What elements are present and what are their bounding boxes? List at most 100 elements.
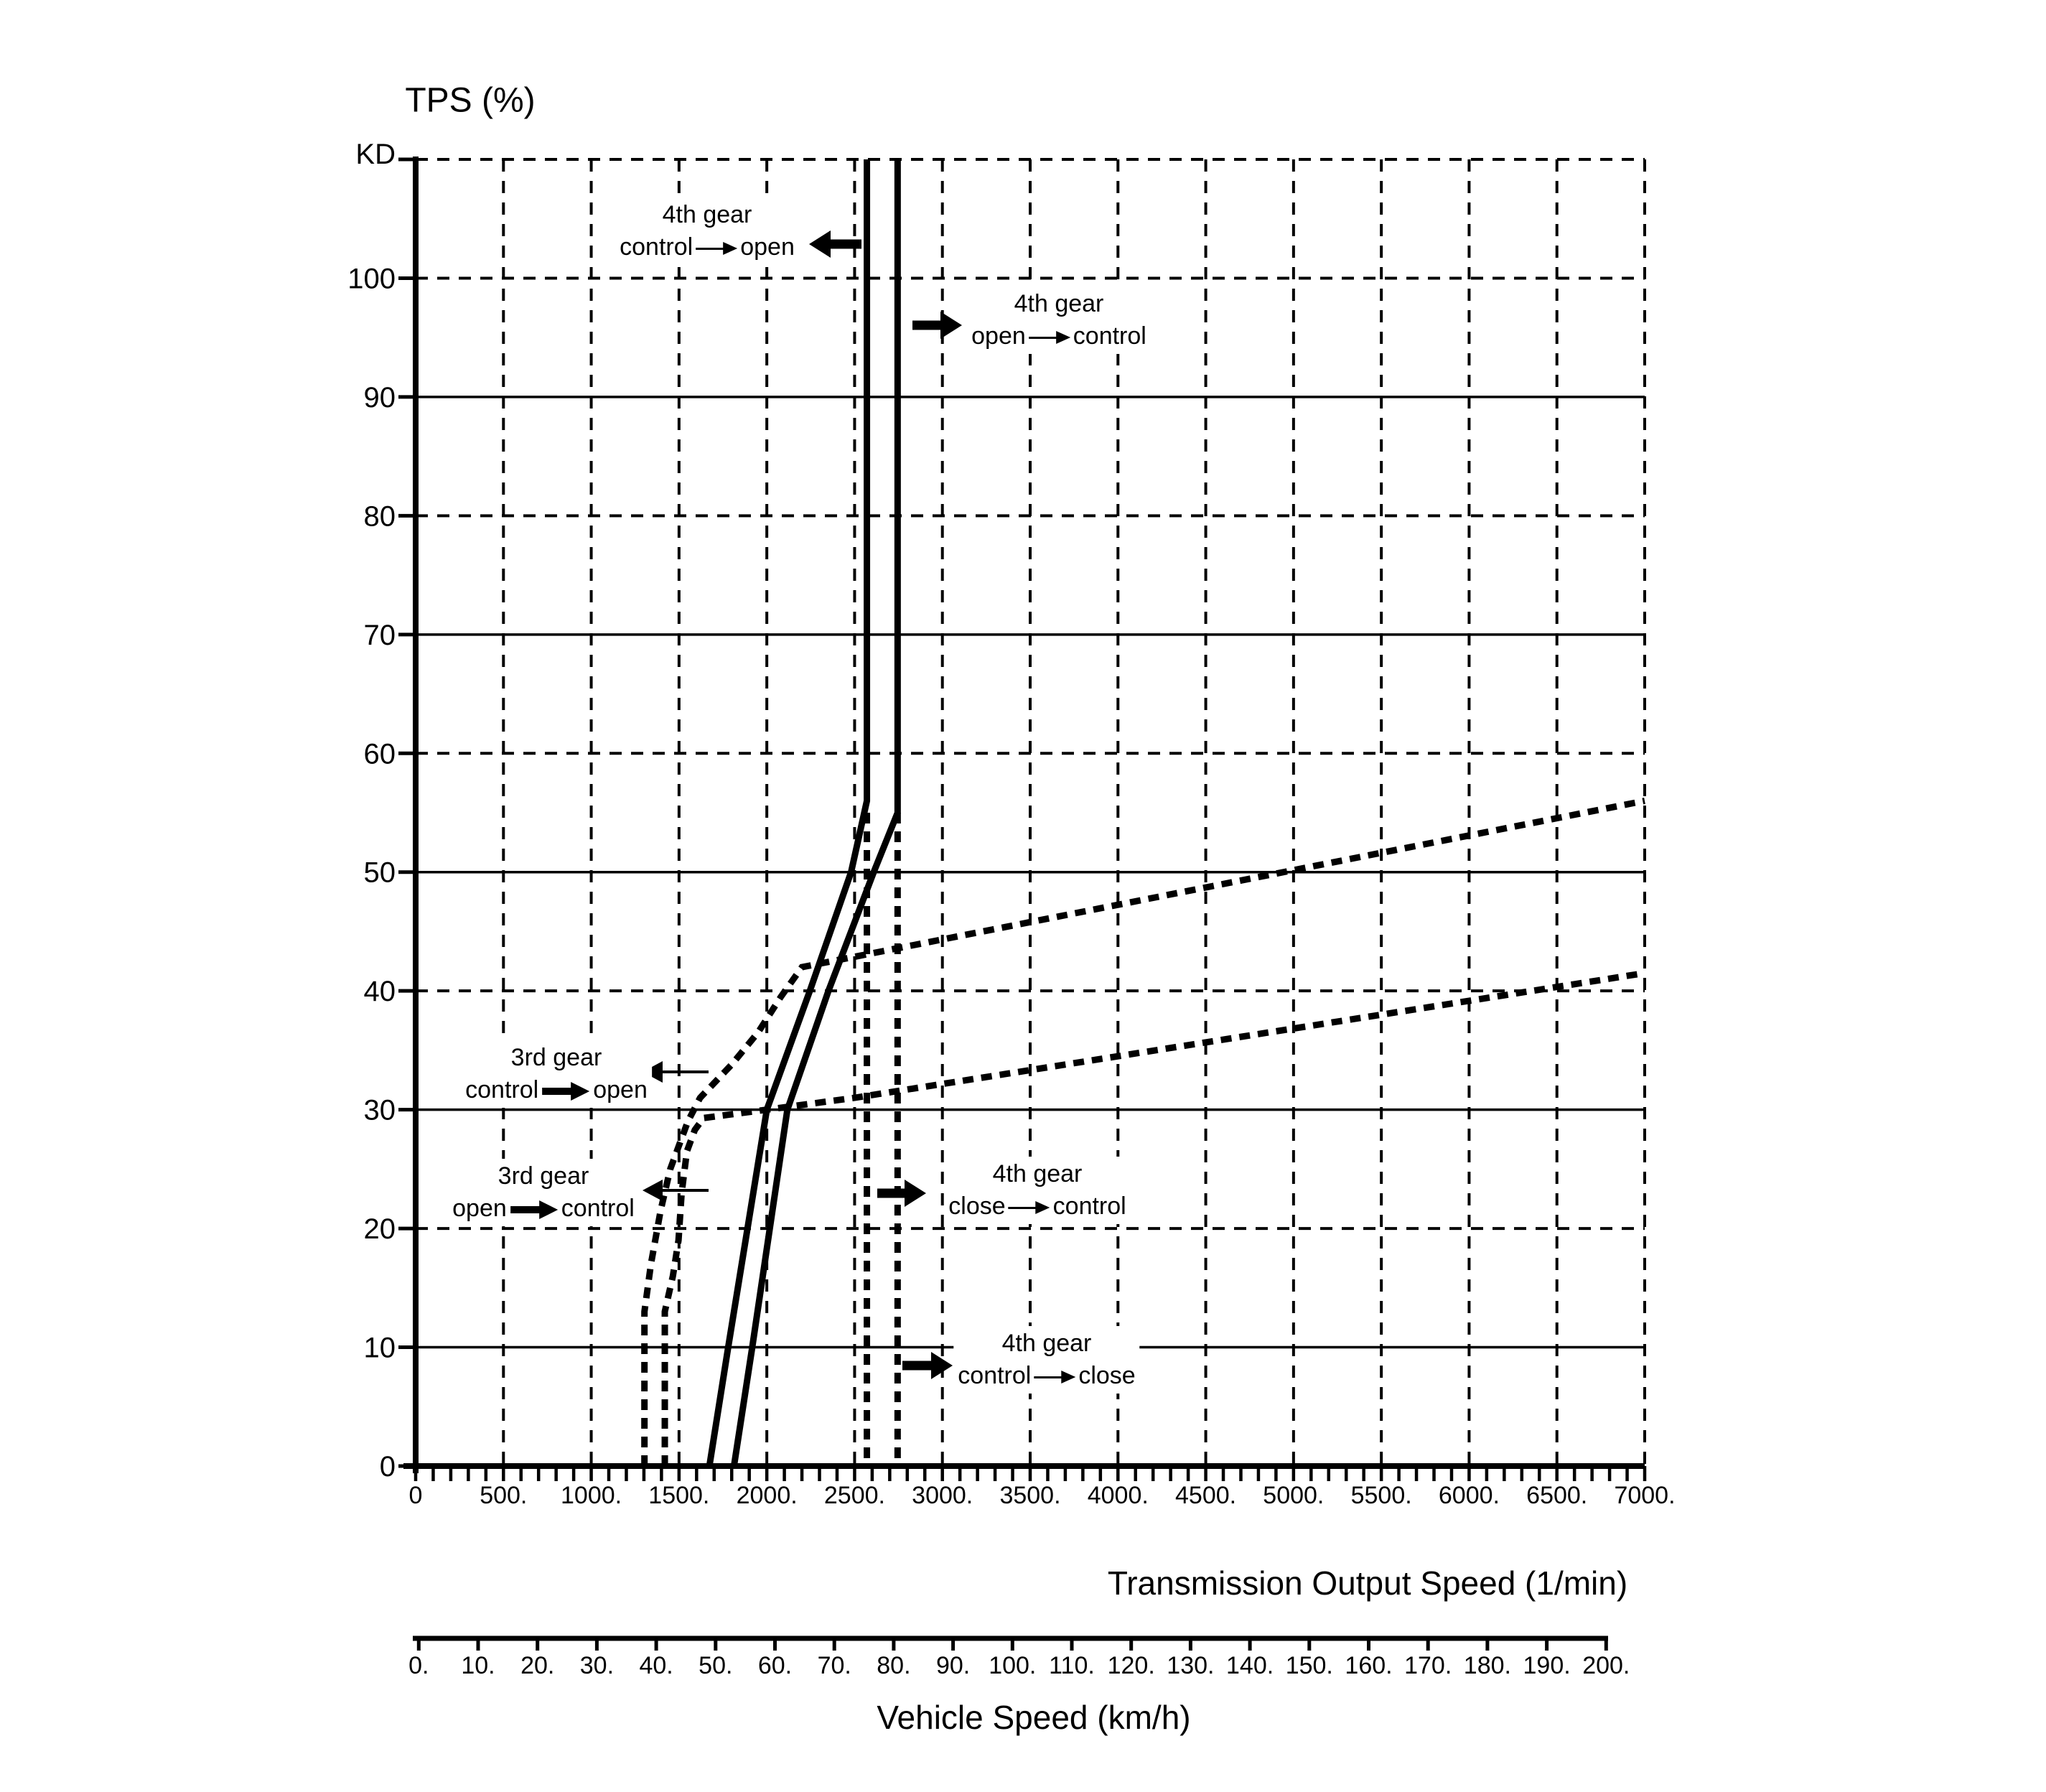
y-tick-label: 60 <box>364 738 396 770</box>
pointer-arrows <box>643 230 962 1379</box>
x2-tick-label: 180. <box>1464 1652 1511 1679</box>
y-tick-label: 30 <box>364 1095 396 1126</box>
x2-tick-label: 50. <box>699 1652 732 1679</box>
x-tick-label: 500. <box>480 1482 527 1509</box>
x-axis-ticks <box>414 1466 1647 1481</box>
x2-axis-title: Vehicle Speed (km/h) <box>877 1699 1191 1736</box>
y-tick-label: 80 <box>364 500 396 532</box>
x-tick-label: 2500. <box>824 1482 885 1509</box>
annotation-line1: 3rd gear <box>510 1044 602 1071</box>
annotation-3rd-gear-control-open: 3rd gear control open <box>461 1040 652 1108</box>
y-tick-label: KD <box>355 139 396 170</box>
x2-tick-label: 140. <box>1226 1652 1274 1679</box>
4th-gear-open-control-arrow <box>912 312 962 339</box>
annotation-pre: open <box>452 1195 507 1222</box>
annotation-line1: 4th gear <box>992 1160 1083 1187</box>
grid-horizontal <box>416 158 1645 1349</box>
x-tick-label: 4500. <box>1175 1482 1236 1509</box>
annotation-post: close <box>1078 1362 1136 1389</box>
annotation-line2: control open <box>620 231 795 263</box>
annotation-line2: control open <box>465 1074 648 1106</box>
annotation-4th-gear-open-control: 4th gear open control <box>967 286 1151 354</box>
x2-tick-label: 100. <box>989 1652 1036 1679</box>
x-tick-label: 0 <box>409 1482 423 1509</box>
x2-tick-label: 120. <box>1108 1652 1155 1679</box>
annotation-post: open <box>740 233 795 261</box>
x2-tick-label: 110. <box>1049 1652 1095 1679</box>
y-tick-label: 20 <box>364 1213 396 1245</box>
annotation-4th-gear-close-control: 4th gear close control <box>944 1157 1131 1224</box>
y-tick-label: 70 <box>364 620 396 651</box>
4th-gear-control-close-arrow <box>902 1352 953 1379</box>
y-axis-ticks <box>398 157 418 1468</box>
3rd-gear-open-control-arrow <box>643 1180 709 1201</box>
annotation-4th-gear-control-close: 4th gear control close <box>953 1326 1140 1394</box>
x-tick-label: 4000. <box>1088 1482 1149 1509</box>
y-tick-label: 40 <box>364 976 396 1007</box>
x-tick-label: 3500. <box>999 1482 1060 1509</box>
x-tick-label: 2000. <box>737 1482 798 1509</box>
annotation-line1: 4th gear <box>662 201 752 228</box>
annotation-pre: control <box>958 1362 1032 1389</box>
x-tick-label: 6500. <box>1526 1482 1587 1509</box>
annotation-post: control <box>1073 322 1146 350</box>
annotation-pre: close <box>948 1193 1006 1220</box>
curve-4th_gear_control_to_open_solid_left <box>706 159 871 1467</box>
x-tick-label: 6000. <box>1439 1482 1500 1509</box>
x-tick-label: 1500. <box>648 1482 709 1509</box>
3rd-gear-control-open-arrow <box>643 1061 709 1083</box>
annotation-4th-gear-control-open: 4th gear control open <box>615 197 799 265</box>
arrow-right-icon <box>696 241 738 256</box>
annotation-post: open <box>593 1076 648 1103</box>
annotation-line2: control close <box>958 1360 1135 1392</box>
x2-tick-label: 60. <box>758 1652 792 1679</box>
grid-vertical <box>502 159 1646 1466</box>
x2-tick-label: 150. <box>1286 1652 1333 1679</box>
annotation-line2: close control <box>948 1190 1126 1223</box>
arrow-right-icon <box>1034 1369 1076 1385</box>
annotation-line1: 3rd gear <box>498 1162 589 1190</box>
x2-axis-ticks <box>416 1636 1608 1651</box>
annotation-line1: 4th gear <box>1001 1330 1092 1357</box>
x-tick-label: 3000. <box>912 1482 973 1509</box>
annotation-line1: 4th gear <box>1014 290 1104 317</box>
x-tick-label: 5500. <box>1351 1482 1412 1509</box>
x-axis-labels: 0 500. 1000. 1500. 2000. 2500. 3000. 3500. 4000.… <box>409 1482 1676 1509</box>
x2-tick-label: 90. <box>936 1652 970 1679</box>
annotation-3rd-gear-open-control: 3rd gear open control <box>448 1159 639 1226</box>
annotation-post: control <box>561 1195 635 1222</box>
x2-axis-labels: 0. 10. 20. 30. 40. 50. 60. 70. 80. 90. 100. 110. 120… <box>408 1652 1630 1679</box>
arrow-right-icon <box>542 1082 590 1101</box>
annotation-post: control <box>1052 1193 1126 1220</box>
y-tick-label: 10 <box>364 1333 396 1364</box>
axes <box>403 157 1645 1641</box>
y-axis-title: TPS (%) <box>405 81 536 120</box>
curve-4th_gear_open_to_control_solid_right <box>730 159 901 1467</box>
x2-tick-label: 160. <box>1345 1652 1392 1679</box>
x2-tick-label: 10. <box>461 1652 495 1679</box>
4th-gear-control-open-arrow <box>809 230 861 258</box>
annotation-pre: control <box>620 233 693 261</box>
arrow-right-icon <box>510 1200 558 1220</box>
y-tick-label: 50 <box>364 857 396 889</box>
annotation-line2: open control <box>452 1193 635 1225</box>
4th-gear-close-control-arrow <box>877 1180 926 1207</box>
x2-tick-label: 170. <box>1404 1652 1452 1679</box>
x2-tick-label: 80. <box>877 1652 910 1679</box>
x2-tick-label: 200. <box>1582 1652 1630 1679</box>
annotation-pre: open <box>971 322 1026 350</box>
x2-tick-label: 70. <box>818 1652 851 1679</box>
x2-tick-label: 190. <box>1523 1652 1571 1679</box>
x2-tick-label: 20. <box>520 1652 554 1679</box>
annotation-pre: control <box>465 1076 539 1103</box>
x-axis-title: Transmission Output Speed (1/min) <box>1107 1564 1628 1602</box>
x2-tick-label: 130. <box>1167 1652 1214 1679</box>
y-tick-label: 90 <box>364 382 396 414</box>
y-tick-label: 0 <box>380 1451 396 1483</box>
x-tick-label: 5000. <box>1263 1482 1324 1509</box>
curve-3rd_gear_control_to_open_dashed_upper <box>641 798 1645 1466</box>
x2-tick-label: 30. <box>580 1652 614 1679</box>
